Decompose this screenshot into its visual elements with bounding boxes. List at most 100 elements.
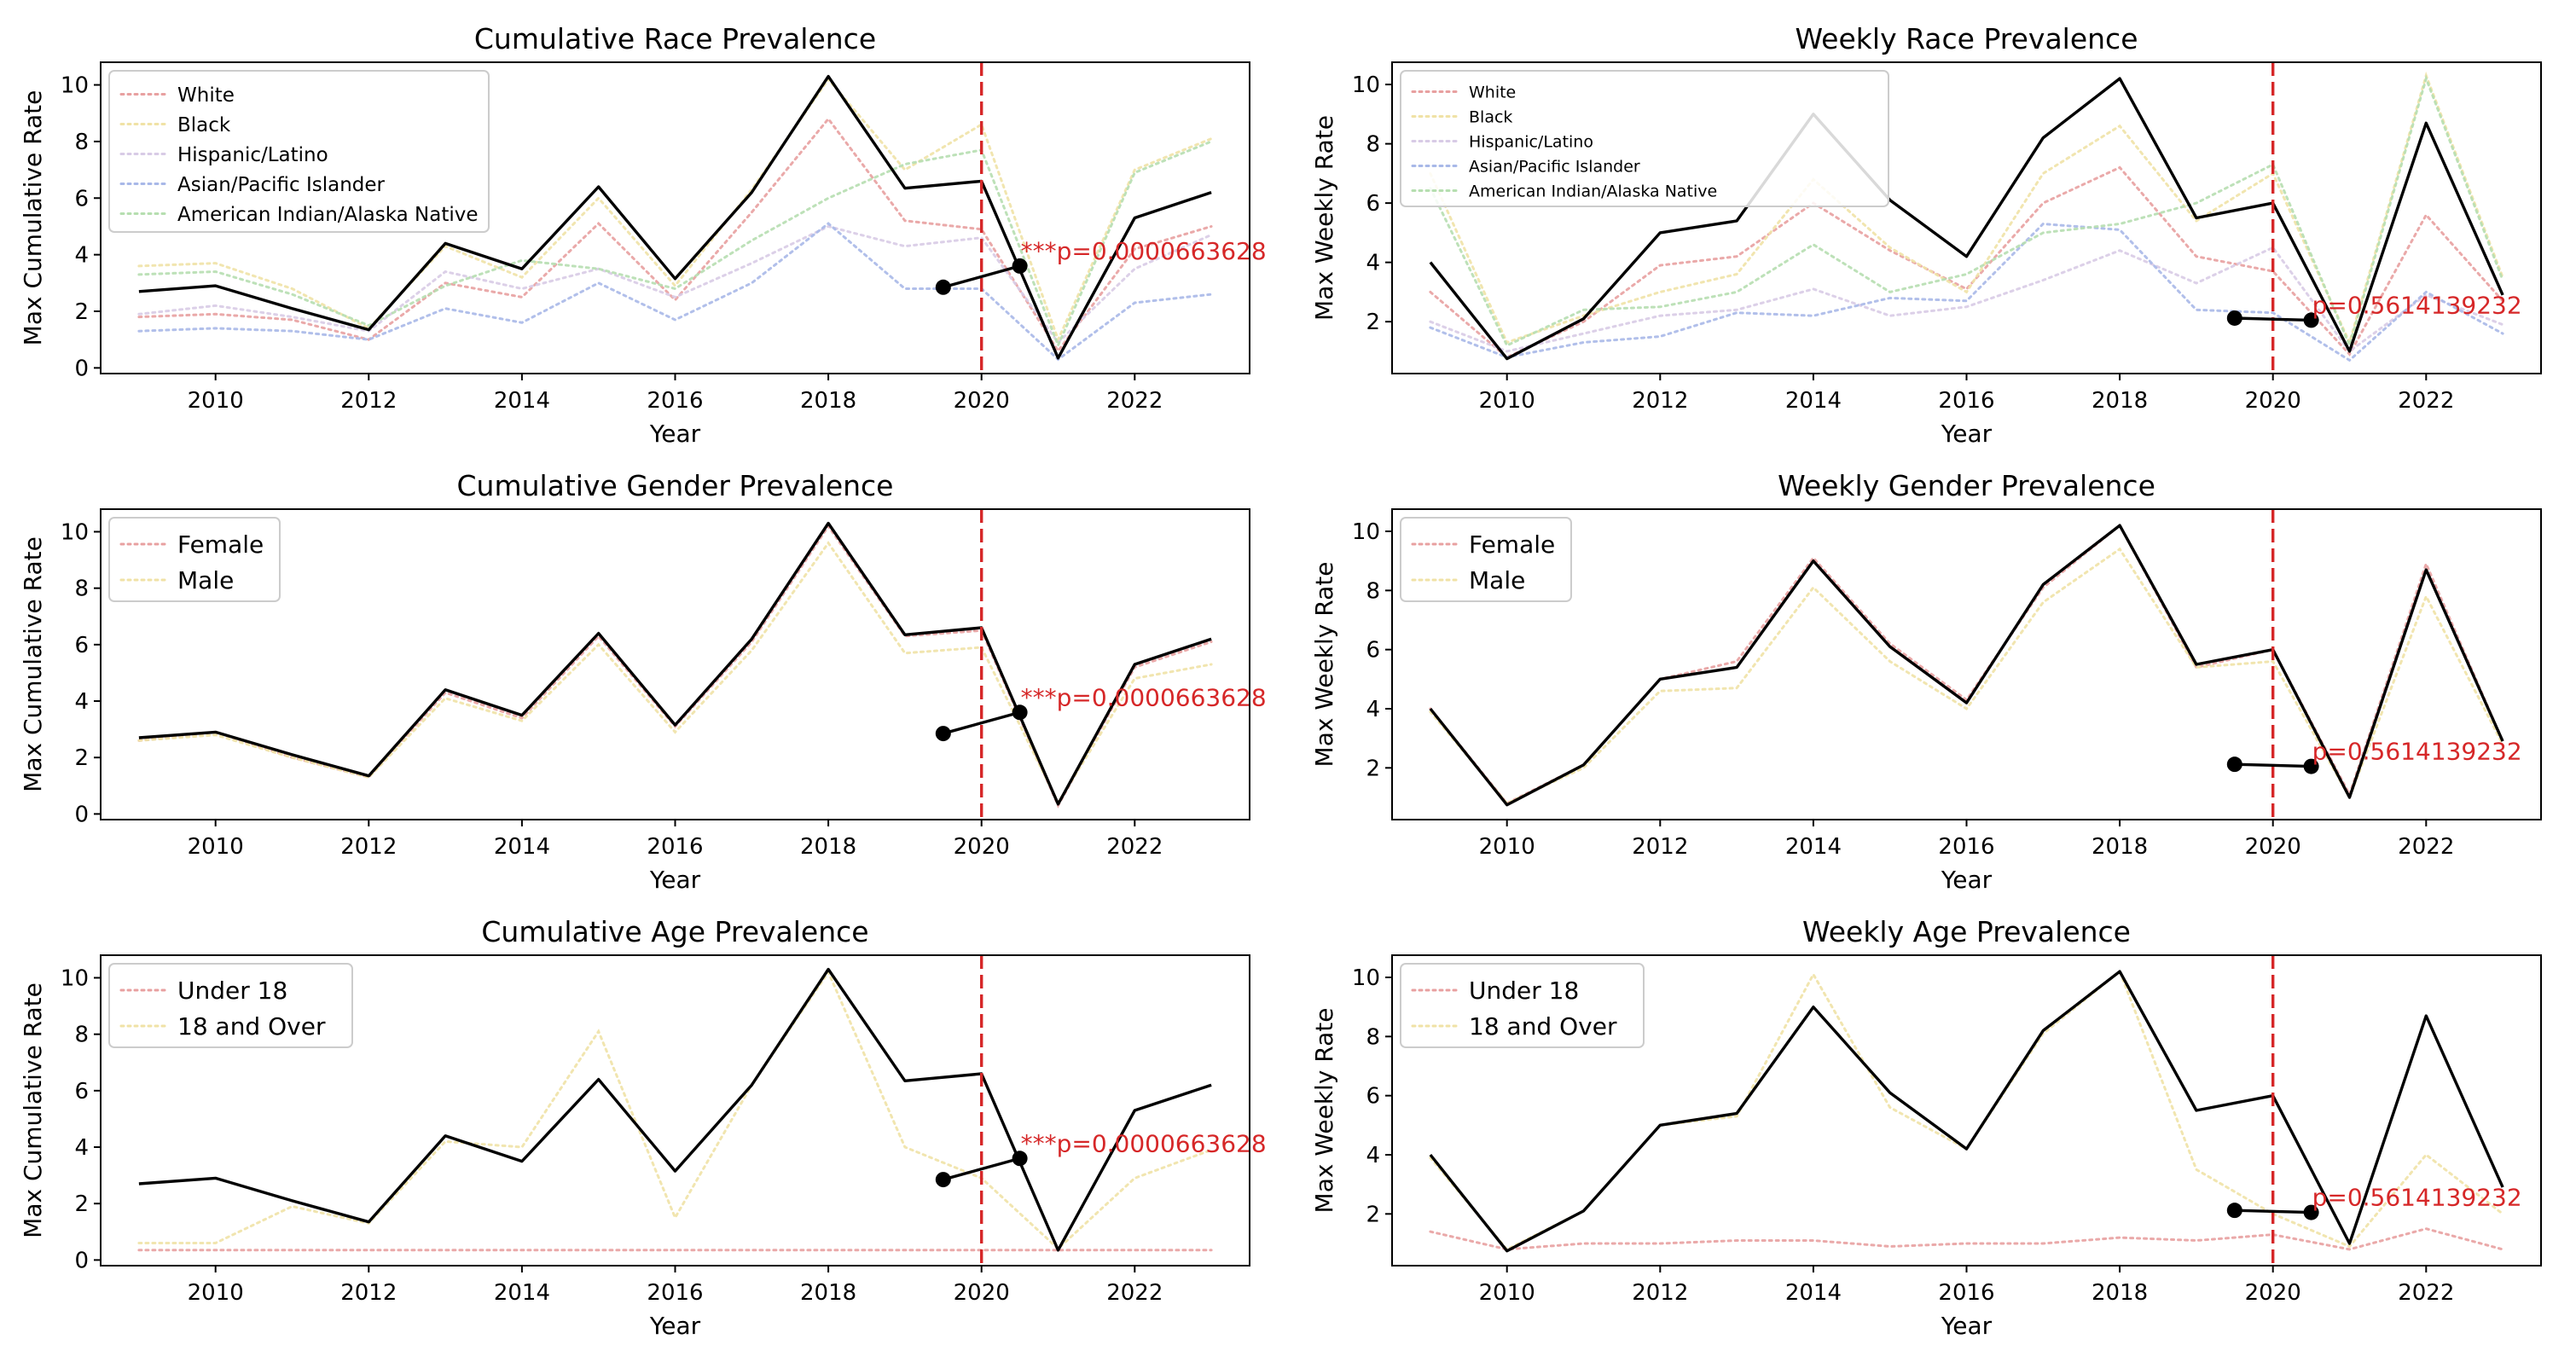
overall-line — [138, 967, 1212, 1252]
legend-entry-2: Hispanic/Latino — [1469, 132, 1593, 151]
x-tick-label: 2012 — [1632, 1280, 1688, 1306]
legend-entry-1: Black — [1469, 107, 1512, 126]
plot-area — [1429, 62, 2504, 374]
x-tick-label: 2018 — [2092, 1280, 2148, 1306]
legend-entry-1: Male — [1469, 566, 1525, 594]
x-axis-label: Year — [649, 420, 701, 448]
legend-entry-4: American Indian/Alaska Native — [177, 204, 479, 226]
y-tick-label: 4 — [74, 689, 89, 715]
x-tick-label: 2020 — [2245, 388, 2301, 414]
legend: Under 18 18 and Over — [108, 963, 353, 1048]
series-line-2 — [1429, 246, 2504, 353]
x-tick-label: 2012 — [340, 834, 397, 860]
x-tick-label: 2014 — [1785, 1280, 1842, 1306]
x-tick-label: 2016 — [1938, 388, 1994, 414]
x-tick-label: 2022 — [1106, 834, 1163, 860]
panel-5: p=0.5614139232 2010 2012 2014 2016 2018 2020 20… — [1310, 915, 2542, 1340]
legend-entry-1: 18 and Over — [177, 1012, 326, 1040]
plot-area — [1429, 955, 2504, 1266]
dumbbell-point-before — [2226, 1203, 2242, 1219]
x-tick-label: 2010 — [188, 388, 244, 414]
y-tick-label: 4 — [74, 1135, 89, 1161]
x-tick-label: 2010 — [188, 1280, 244, 1306]
p-value-annotation: p=0.5614139232 — [2312, 1184, 2522, 1212]
legend: Under 18 18 and Over — [1400, 963, 1645, 1048]
x-tick-label: 2020 — [954, 834, 1010, 860]
y-tick-label: 6 — [1366, 638, 1380, 664]
legend: White Black Hispanic/Latino Asian/Pacific I… — [1400, 70, 1889, 207]
series-line-0 — [137, 116, 1213, 354]
x-tick-label: 2020 — [954, 1280, 1010, 1306]
dumbbell-line — [943, 264, 1021, 289]
series-line-4 — [137, 140, 1213, 349]
overall-line — [138, 521, 1212, 806]
series-line-4 — [1429, 74, 2504, 350]
x-tick-label: 2018 — [2092, 388, 2148, 414]
y-tick-label: 8 — [1366, 1024, 1380, 1050]
y-tick-label: 0 — [74, 1248, 89, 1273]
legend-entry-0: Female — [1469, 530, 1555, 559]
x-tick-label: 2022 — [2398, 1280, 2454, 1306]
x-tick-label: 2014 — [494, 1280, 550, 1306]
y-tick-label: 2 — [1366, 1202, 1380, 1227]
x-tick-label: 2020 — [954, 388, 1010, 414]
series-line-0 — [1429, 1227, 2504, 1251]
y-axis-label: Max Cumulative Rate — [19, 90, 47, 346]
x-tick-label: 2018 — [2092, 834, 2148, 860]
plot-area — [137, 955, 1213, 1266]
series-line-3 — [137, 222, 1213, 362]
legend-entry-3: Asian/Pacific Islander — [1469, 157, 1640, 176]
legend-entry-0: Under 18 — [1469, 977, 1579, 1005]
y-tick-label: 8 — [74, 577, 89, 602]
y-tick-label: 4 — [1366, 251, 1380, 276]
y-tick-label: 10 — [61, 73, 89, 99]
x-axis-label: Year — [1941, 420, 1993, 448]
y-tick-label: 10 — [1352, 519, 1380, 545]
x-tick-label: 2016 — [647, 1280, 703, 1306]
overall-line — [1429, 970, 2504, 1253]
legend-entry-2: Hispanic/Latino — [177, 144, 328, 166]
legend-entry-3: Asian/Pacific Islander — [177, 174, 386, 196]
legend-entry-0: White — [1469, 83, 1516, 101]
y-tick-label: 2 — [1366, 310, 1380, 335]
overall-line — [1429, 524, 2504, 807]
p-value-annotation: p=0.5614139232 — [2312, 291, 2522, 319]
series-line-1 — [137, 969, 1213, 1251]
p-value-annotation: ***p=0.0000663628 — [1021, 1129, 1267, 1157]
y-tick-label: 2 — [1366, 756, 1380, 781]
legend-frame — [1400, 70, 1889, 207]
y-tick-label: 6 — [74, 186, 89, 212]
x-tick-label: 2010 — [1479, 388, 1535, 414]
x-tick-label: 2010 — [1479, 1280, 1535, 1306]
y-tick-label: 4 — [1366, 1143, 1380, 1168]
legend-frame — [1400, 963, 1645, 1048]
dumbbell-point-before — [2226, 310, 2242, 326]
dumbbell-point-after — [1012, 704, 1028, 721]
y-tick-label: 0 — [74, 802, 89, 827]
y-tick-label: 6 — [1366, 191, 1380, 217]
x-axis-label: Year — [1941, 1312, 1993, 1340]
x-tick-label: 2016 — [1938, 1280, 1994, 1306]
plot-area — [137, 509, 1213, 820]
x-tick-label: 2016 — [1938, 834, 1994, 860]
x-tick-label: 2022 — [1106, 388, 1163, 414]
x-axis-label: Year — [649, 866, 701, 894]
x-axis-label: Year — [649, 1312, 701, 1340]
legend-entry-0: Under 18 — [177, 977, 287, 1005]
dumbbell-line — [2234, 316, 2312, 322]
x-tick-label: 2018 — [800, 834, 856, 860]
x-tick-label: 2022 — [2398, 834, 2454, 860]
y-tick-label: 8 — [74, 130, 89, 155]
x-tick-label: 2016 — [647, 388, 703, 414]
plot-area — [137, 62, 1213, 374]
panel-3: p=0.5614139232 2010 2012 2014 2016 2018 2020 20… — [1310, 469, 2542, 894]
legend-entry-1: 18 and Over — [1469, 1012, 1617, 1040]
y-tick-label: 2 — [74, 299, 89, 325]
chart-title: Cumulative Gender Prevalence — [457, 469, 894, 502]
x-tick-label: 2010 — [188, 834, 244, 860]
legend-entry-4: American Indian/Alaska Native — [1469, 182, 1717, 200]
